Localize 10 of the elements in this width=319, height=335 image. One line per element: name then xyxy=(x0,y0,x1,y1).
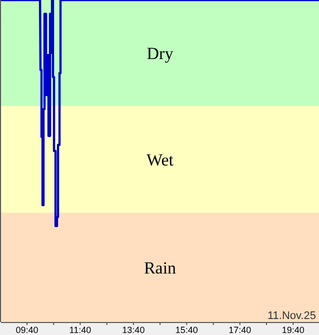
annotation: 11.Nov.25 xyxy=(267,310,316,322)
x-tick-label: 17:40 xyxy=(228,325,252,335)
x-tick-label: 11:40 xyxy=(69,325,92,335)
x-tick-label: 19:40 xyxy=(282,325,304,335)
x-tick-label: 15:40 xyxy=(175,325,198,335)
band-label: Dry xyxy=(146,44,174,63)
x-tick-label: 09:40 xyxy=(16,325,38,335)
band-label: Wet xyxy=(146,150,174,170)
x-tick-label: 13:40 xyxy=(122,325,145,335)
band-label: Rain xyxy=(144,258,177,278)
